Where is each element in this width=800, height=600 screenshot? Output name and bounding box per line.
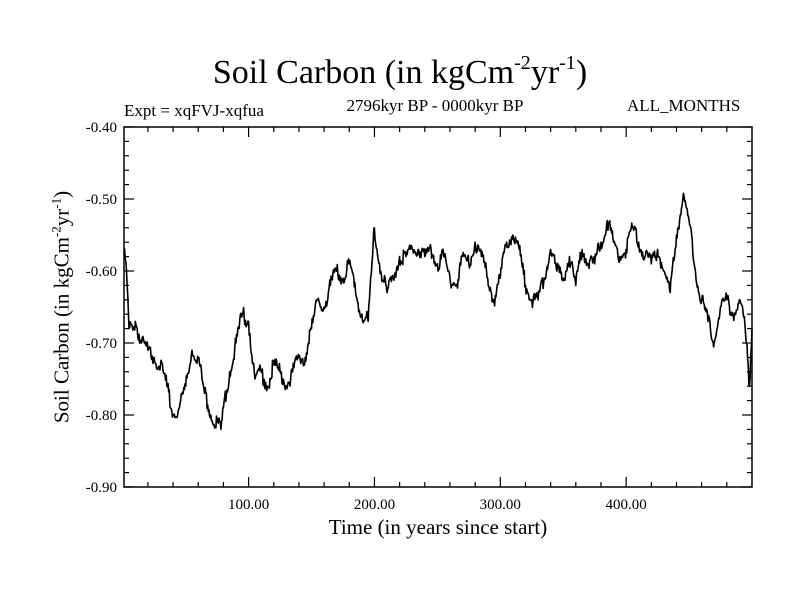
y-tick-label: -0.50 xyxy=(86,192,117,208)
y-tick-label: -0.60 xyxy=(86,264,117,280)
x-tick-label: 400.00 xyxy=(606,497,647,513)
x-tick-label: 200.00 xyxy=(354,497,395,513)
x-tick-label: 300.00 xyxy=(480,497,521,513)
x-tick-label: 100.00 xyxy=(228,497,269,513)
y-tick-label: -0.90 xyxy=(86,480,117,496)
y-tick-label: -0.80 xyxy=(86,408,117,424)
plot-frame xyxy=(123,126,753,488)
series-line-soil-carbon xyxy=(123,192,753,431)
experiment-label: Expt = xqFVJ-xqfua xyxy=(124,101,264,120)
months-label: ALL_MONTHS xyxy=(627,96,741,115)
y-tick-label: -0.70 xyxy=(86,336,117,352)
y-axis-label: Soil Carbon (in kgCm-2yr-1) xyxy=(48,190,74,424)
x-axis-label: Time (in years since start) xyxy=(328,515,548,539)
chart-title: Soil Carbon (in kgCm-2yr-1) xyxy=(212,52,588,91)
y-tick-label: -0.40 xyxy=(86,120,117,136)
time-range-label: 2796kyr BP - 0000kyr BP xyxy=(346,96,524,115)
